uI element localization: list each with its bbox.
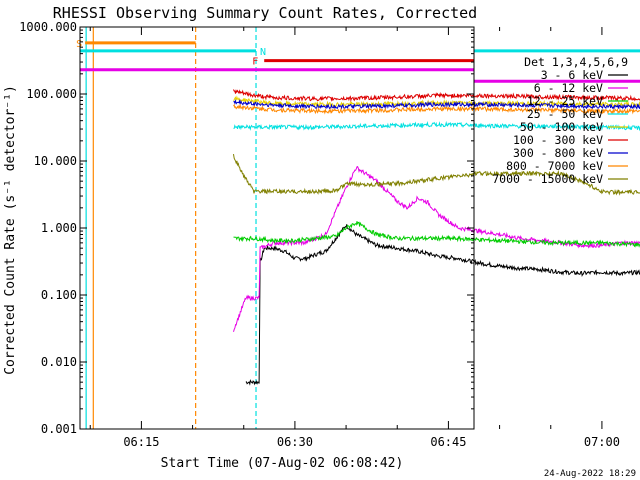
series-line-7 [233, 103, 640, 115]
y-tick-label: 1000.000 [19, 20, 77, 34]
y-axis-label: Corrected Count Rate (s⁻¹ detector⁻¹) [3, 85, 18, 375]
series-line-2 [233, 221, 640, 248]
series-line-8 [233, 154, 640, 196]
plot-frame [79, 26, 475, 430]
series-line-4 [233, 95, 640, 109]
series-line-0 [245, 224, 640, 386]
x-axis-label: Start Time (07-Aug-02 06:08:42) [161, 456, 404, 471]
legend-label: 6 - 12 keV [534, 81, 603, 95]
flag-label: N [260, 47, 266, 58]
y-tick-label: 0.001 [41, 422, 77, 436]
x-tick-label: 06:15 [123, 435, 159, 449]
legend-label: 7000 - 15000 keV [492, 172, 603, 186]
footer-date: 24-Aug-2022 18:29 [544, 469, 636, 479]
legend-label: 25 - 50 keV [527, 107, 603, 121]
y-tick-label: 0.100 [41, 288, 77, 302]
legend-label: 3 - 6 keV [541, 68, 603, 82]
x-tick-label: 06:45 [430, 435, 466, 449]
legend-title: Det 1,3,4,5,6,9 [524, 55, 628, 69]
x-tick-label: 06:30 [277, 435, 313, 449]
y-tick-label: 0.010 [41, 355, 77, 369]
legend-label: 50 - 100 keV [520, 120, 603, 134]
legend-label: 100 - 300 keV [513, 133, 603, 147]
series-line-1 [233, 165, 640, 332]
series-line-3 [233, 120, 640, 132]
x-tick-label: 07:00 [584, 435, 620, 449]
legend-label: 800 - 7000 keV [506, 159, 603, 173]
legend-label: 300 - 800 keV [513, 146, 603, 160]
chart-title: RHESSI Observing Summary Count Rates, Co… [53, 4, 477, 22]
y-tick-label: 1.000 [41, 221, 77, 235]
legend-label: 12 - 25 keV [527, 94, 603, 108]
flag-label: F [252, 57, 258, 68]
flag-label: S [76, 39, 82, 50]
series-line-6 [233, 98, 640, 111]
series-line-5 [233, 89, 640, 103]
y-tick-label: 10.000 [34, 154, 77, 168]
y-tick-label: 100.000 [26, 87, 77, 101]
